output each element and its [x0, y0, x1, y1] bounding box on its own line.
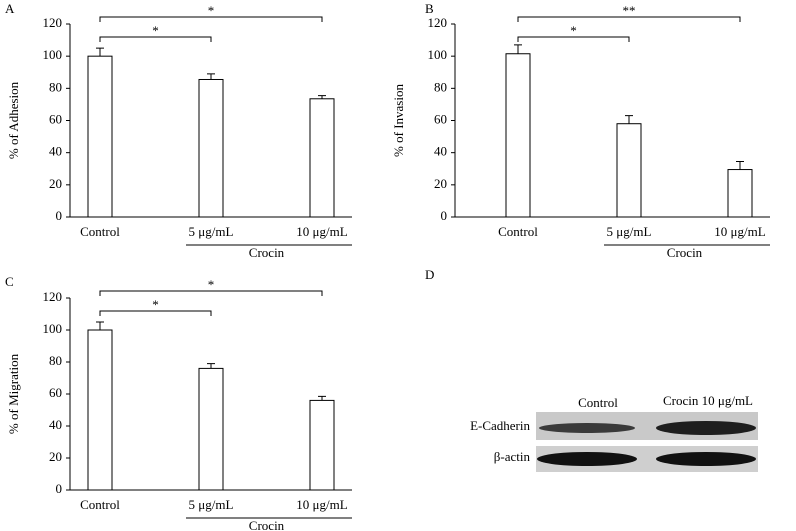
- x-tick-label: Control: [80, 224, 120, 239]
- x-tick-label: 10 μg/mL: [296, 497, 347, 512]
- error-bar: [514, 44, 522, 54]
- blot-row-label: E-Cadherin: [470, 418, 530, 433]
- y-tick-label: 100: [43, 47, 63, 62]
- error-bar: [318, 95, 326, 99]
- y-axis-title: % of Adhesion: [6, 81, 21, 159]
- y-tick-label: 100: [428, 47, 448, 62]
- y-tick-label: 20: [434, 176, 447, 191]
- y-tick-label: 0: [56, 208, 63, 223]
- error-bar: [736, 161, 744, 170]
- y-tick-label: 80: [434, 79, 447, 94]
- y-tick-label: 60: [49, 111, 62, 126]
- panel-label: B: [425, 1, 434, 16]
- x-tick-label: 5 μg/mL: [189, 497, 234, 512]
- significance-bracket: [99, 290, 323, 296]
- panel-label: C: [5, 274, 14, 289]
- y-tick-label: 120: [428, 15, 448, 30]
- panel-label: A: [5, 1, 15, 16]
- bar: [616, 123, 642, 218]
- x-tick-label: Control: [80, 497, 120, 512]
- y-tick-label: 60: [434, 111, 447, 126]
- error-bar: [207, 73, 215, 80]
- y-tick-label: 120: [43, 15, 63, 30]
- y-tick-label: 0: [56, 481, 63, 496]
- bar: [727, 169, 753, 218]
- bar: [309, 98, 335, 218]
- significance-bracket: [517, 16, 741, 22]
- y-tick-label: 80: [49, 79, 62, 94]
- error-bar: [207, 363, 215, 369]
- significance-label: *: [208, 277, 215, 292]
- y-tick-label: 40: [49, 417, 62, 432]
- y-tick-label: 0: [441, 208, 448, 223]
- significance-bracket: [517, 36, 630, 42]
- x-tick-label: 10 μg/mL: [714, 224, 765, 239]
- significance-label: *: [152, 297, 159, 312]
- y-tick-label: 120: [43, 289, 63, 304]
- bar: [505, 53, 531, 218]
- x-tick-label: 5 μg/mL: [189, 224, 234, 239]
- error-bar: [96, 321, 104, 330]
- y-tick-label: 100: [43, 321, 63, 336]
- panel-label: D: [425, 267, 434, 282]
- significance-label: *: [570, 23, 577, 38]
- error-bar: [625, 115, 633, 124]
- blot-row-label: β-actin: [494, 449, 531, 464]
- significance-bracket: [99, 310, 212, 316]
- group-label: Crocin: [249, 245, 285, 260]
- y-axis-title: % of Migration: [6, 353, 21, 434]
- bar: [198, 78, 224, 218]
- significance-label: *: [208, 3, 215, 18]
- blot-column-label: Control: [578, 395, 618, 410]
- significance-label: *: [152, 23, 159, 38]
- y-axis-title: % of Invasion: [391, 84, 406, 157]
- group-label: Crocin: [667, 245, 703, 260]
- y-tick-label: 80: [49, 353, 62, 368]
- y-tick-label: 20: [49, 449, 62, 464]
- bar: [87, 55, 113, 218]
- error-bar: [318, 395, 326, 401]
- group-label: Crocin: [249, 518, 285, 531]
- significance-bracket: [99, 16, 323, 22]
- y-tick-label: 40: [49, 144, 62, 159]
- error-bar: [96, 47, 104, 57]
- x-tick-label: 5 μg/mL: [607, 224, 652, 239]
- significance-bracket: [99, 36, 212, 42]
- significance-label: **: [623, 3, 636, 18]
- y-tick-label: 60: [49, 385, 62, 400]
- bar: [87, 329, 113, 491]
- y-tick-label: 40: [434, 144, 447, 159]
- y-tick-label: 20: [49, 176, 62, 191]
- blot-column-label: Crocin 10 μg/mL: [663, 393, 753, 408]
- bar: [198, 367, 224, 491]
- blot-image: [536, 412, 758, 472]
- x-tick-label: 10 μg/mL: [296, 224, 347, 239]
- x-tick-label: Control: [498, 224, 538, 239]
- bar: [309, 399, 335, 491]
